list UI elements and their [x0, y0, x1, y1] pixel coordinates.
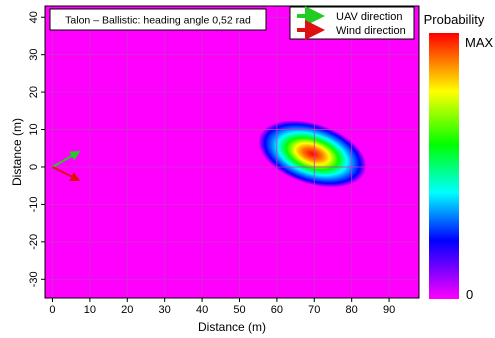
- colorbar-max-label: MAX: [465, 35, 494, 50]
- y-axis-ticks: -30 -20 -10 0 10 20 30 40: [28, 11, 45, 287]
- legend-wind-label: Wind direction: [336, 25, 406, 37]
- chart-title-box: Talon – Ballistic: heading angle 0,52 ra…: [49, 8, 267, 31]
- y-tick-label: 30: [28, 49, 40, 61]
- plot-area: [45, 6, 419, 298]
- y-tick-label: 40: [28, 11, 40, 23]
- x-axis-ticks: 0 10 20 30 40 50 60 70 80 90: [49, 298, 395, 316]
- chart-title: Talon – Ballistic: heading angle 0,52 ra…: [65, 15, 251, 27]
- probability-distribution: [258, 120, 367, 188]
- legend-entry-wind-direction: Wind direction: [297, 20, 406, 40]
- colorbar-gradient: [429, 33, 459, 299]
- plot-frame: [44, 5, 420, 299]
- y-tick-label: -10: [28, 196, 40, 212]
- x-tick-label: 80: [346, 304, 358, 316]
- x-tick-label: 40: [196, 304, 208, 316]
- y-tick-label: 10: [28, 123, 40, 135]
- colorbar-title: Probability: [424, 12, 485, 27]
- x-tick-label: 60: [271, 304, 283, 316]
- legend-uav-label: UAV direction: [336, 11, 402, 23]
- y-tick-label: 0: [28, 164, 40, 170]
- legend-entry-uav-direction: UAV direction: [297, 6, 402, 26]
- colorbar: Probability MAX 0: [424, 12, 494, 302]
- legend: UAV direction Wind direction: [289, 6, 415, 40]
- x-tick-label: 50: [233, 304, 245, 316]
- y-axis-label: Distance (m): [10, 118, 24, 186]
- wind-direction-arrow: [52, 166, 81, 181]
- x-tick-label: 0: [49, 304, 55, 316]
- y-tick-label: 20: [28, 86, 40, 98]
- x-tick-label: 70: [308, 304, 320, 316]
- uav-direction-arrow: [51, 151, 81, 168]
- y-tick-label: -20: [28, 234, 40, 250]
- x-tick-label: 10: [84, 304, 96, 316]
- y-tick-label: -30: [28, 271, 40, 287]
- x-axis-label: Distance (m): [198, 320, 266, 334]
- x-tick-label: 90: [383, 304, 395, 316]
- colorbar-min-label: 0: [466, 287, 473, 302]
- grid-lines: [45, 6, 419, 298]
- x-tick-label: 30: [159, 304, 171, 316]
- x-tick-label: 20: [121, 304, 133, 316]
